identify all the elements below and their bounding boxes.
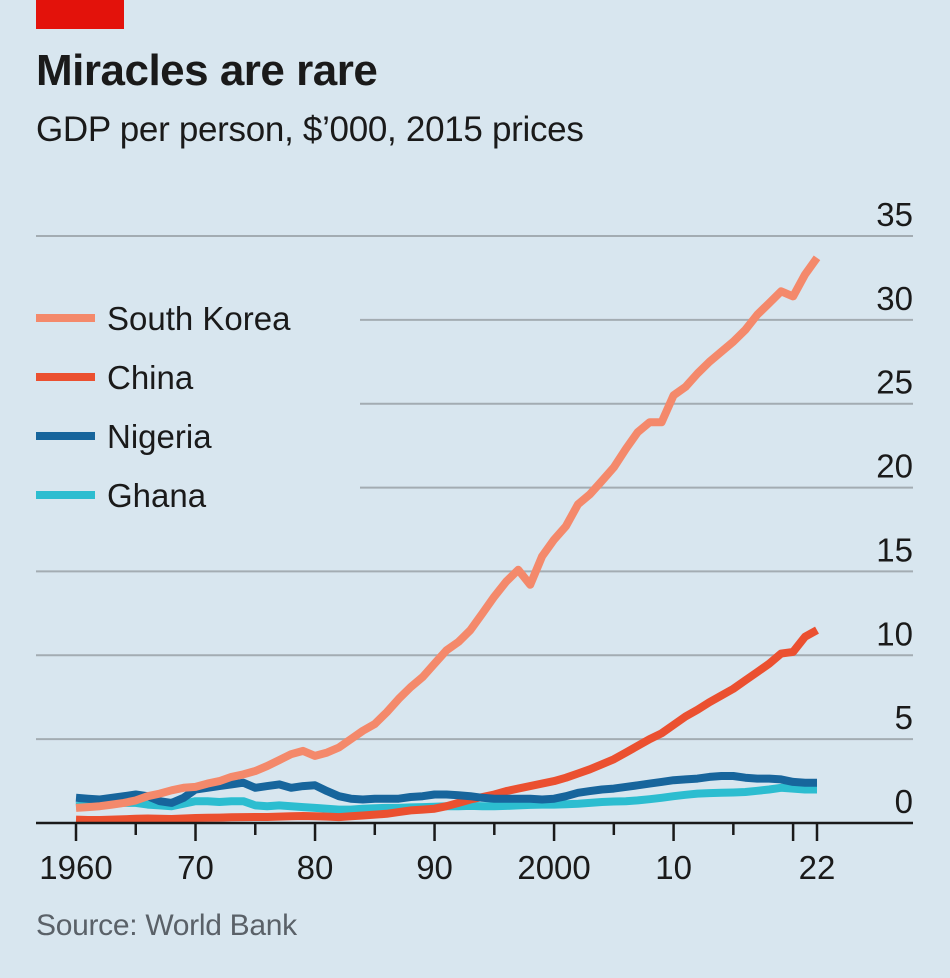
chart-subtitle: GDP per person, $’000, 2015 prices [36, 110, 584, 149]
y-tick-label: 5 [895, 699, 913, 736]
gridlines [36, 235, 913, 741]
brand-tag [36, 0, 124, 29]
legend-swatch [36, 432, 95, 440]
y-tick-label: 10 [876, 615, 913, 652]
source-note: Source: World Bank [36, 909, 297, 942]
y-tick-label: 15 [876, 531, 913, 568]
series-lines [75, 255, 821, 824]
legend-label: Nigeria [107, 418, 212, 455]
legend-label: South Korea [107, 300, 291, 337]
x-tick-label: 22 [799, 849, 836, 886]
x-axis: 1960 70 80 90 2000 10 22 [36, 821, 913, 886]
y-tick-label: 35 [876, 196, 913, 233]
legend-item: Ghana [36, 477, 207, 514]
y-tick-label: 0 [895, 783, 913, 820]
legend-swatch [36, 491, 95, 499]
series-line-china [75, 626, 819, 824]
x-tick-label: 70 [177, 849, 214, 886]
chart-title: Miracles are rare [36, 46, 378, 95]
y-tick-label: 20 [876, 448, 913, 485]
legend-label: China [107, 359, 194, 396]
legend-item: China [36, 359, 194, 396]
x-tick-label: 2000 [517, 849, 590, 886]
legend-item: Nigeria [36, 418, 212, 455]
y-tick-label: 30 [876, 280, 913, 317]
y-tick-label: 25 [876, 364, 913, 401]
x-tick-label: 90 [416, 849, 453, 886]
legend-swatch [36, 314, 95, 322]
y-axis-labels: 0 5 10 15 20 25 30 35 [876, 196, 913, 820]
x-tick-label: 1960 [39, 849, 112, 886]
legend-item: South Korea [36, 300, 291, 337]
x-tick-label: 80 [297, 849, 334, 886]
legend-swatch [36, 373, 95, 381]
x-tick-label: 10 [655, 849, 692, 886]
legend: South Korea China Nigeria Ghana [36, 300, 291, 514]
series-line-south-korea [75, 255, 821, 812]
legend-label: Ghana [107, 477, 207, 514]
